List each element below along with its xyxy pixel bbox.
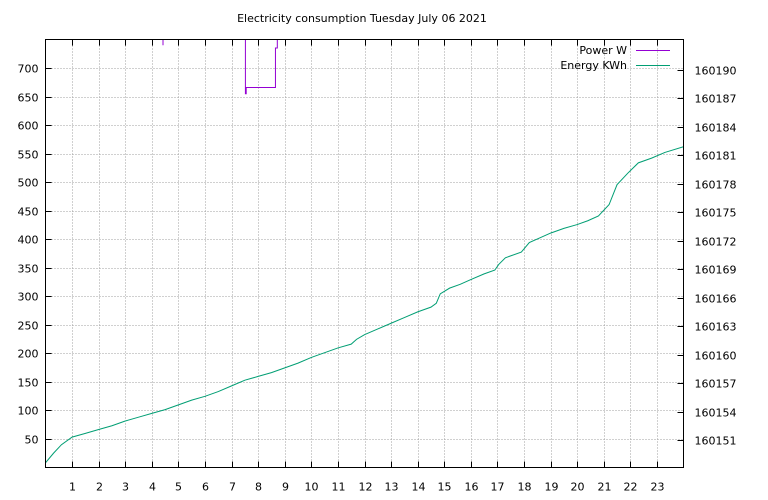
axis-ticks: 1 2 3 4 5 6 7 8 9 10 11 12 13 14 15 16 17 18 19 20 21 22 23501…	[18, 39, 737, 494]
x-tick-label: 6	[202, 481, 209, 494]
x-tick-label: 21	[598, 481, 612, 494]
legend-label: Energy KWh	[560, 59, 627, 72]
y-tick-label: 650	[18, 92, 39, 105]
x-tick-label: 3	[122, 481, 129, 494]
y2-tick-label: 160163	[695, 321, 737, 334]
y2-tick-label: 160169	[695, 264, 737, 277]
x-tick-label: 13	[385, 481, 399, 494]
x-tick-label: 4	[149, 481, 156, 494]
y2-tick-label: 160166	[695, 293, 737, 306]
x-tick-label: 19	[545, 481, 559, 494]
grid	[45, 39, 684, 468]
y-tick-label: 500	[18, 177, 39, 190]
y-tick-label: 700	[18, 63, 39, 76]
y2-tick-label: 160178	[695, 179, 737, 192]
x-tick-label: 17	[491, 481, 505, 494]
x-tick-label: 20	[571, 481, 585, 494]
y2-tick-label: 160184	[695, 122, 737, 135]
x-tick-label: 9	[282, 481, 289, 494]
x-tick-label: 11	[332, 481, 346, 494]
plot-frame	[45, 39, 684, 468]
y-tick-label: 100	[18, 405, 39, 418]
x-tick-label: 18	[518, 481, 532, 494]
y2-tick-label: 160187	[695, 93, 737, 106]
y2-tick-label: 160151	[695, 435, 737, 448]
y2-tick-label: 160172	[695, 236, 737, 249]
x-tick-label: 12	[359, 481, 373, 494]
x-tick-label: 10	[305, 481, 319, 494]
x-tick-label: 15	[438, 481, 452, 494]
y2-tick-label: 160190	[695, 65, 737, 78]
y-tick-label: 300	[18, 291, 39, 304]
x-tick-label: 5	[175, 481, 182, 494]
x-tick-label: 23	[651, 481, 665, 494]
y-tick-label: 250	[18, 320, 39, 333]
x-tick-label: 2	[96, 481, 103, 494]
y2-tick-label: 160160	[695, 350, 737, 363]
y2-tick-label: 160157	[695, 378, 737, 391]
x-tick-label: 22	[624, 481, 638, 494]
y-tick-label: 450	[18, 206, 39, 219]
chart-title: Electricity consumption Tuesday July 06 …	[237, 12, 487, 25]
y-tick-label: 200	[18, 348, 39, 361]
x-tick-label: 14	[412, 481, 426, 494]
plot-area	[45, 39, 684, 464]
x-tick-label: 16	[465, 481, 479, 494]
series-line-power	[244, 39, 278, 95]
y2-tick-label: 160154	[695, 407, 737, 420]
y-tick-label: 400	[18, 234, 39, 247]
y-tick-label: 50	[25, 434, 39, 447]
y-tick-label: 350	[18, 263, 39, 276]
y-tick-label: 600	[18, 120, 39, 133]
legend: Power W Energy KWh	[560, 44, 670, 72]
y2-tick-label: 160175	[695, 207, 737, 220]
x-tick-label: 8	[255, 481, 262, 494]
legend-label: Power W	[579, 44, 627, 57]
y2-tick-label: 160181	[695, 150, 737, 163]
x-tick-label: 1	[69, 481, 76, 494]
y-tick-label: 150	[18, 377, 39, 390]
y-tick-label: 550	[18, 149, 39, 162]
x-tick-label: 7	[229, 481, 236, 494]
series-line-energy	[45, 146, 684, 464]
